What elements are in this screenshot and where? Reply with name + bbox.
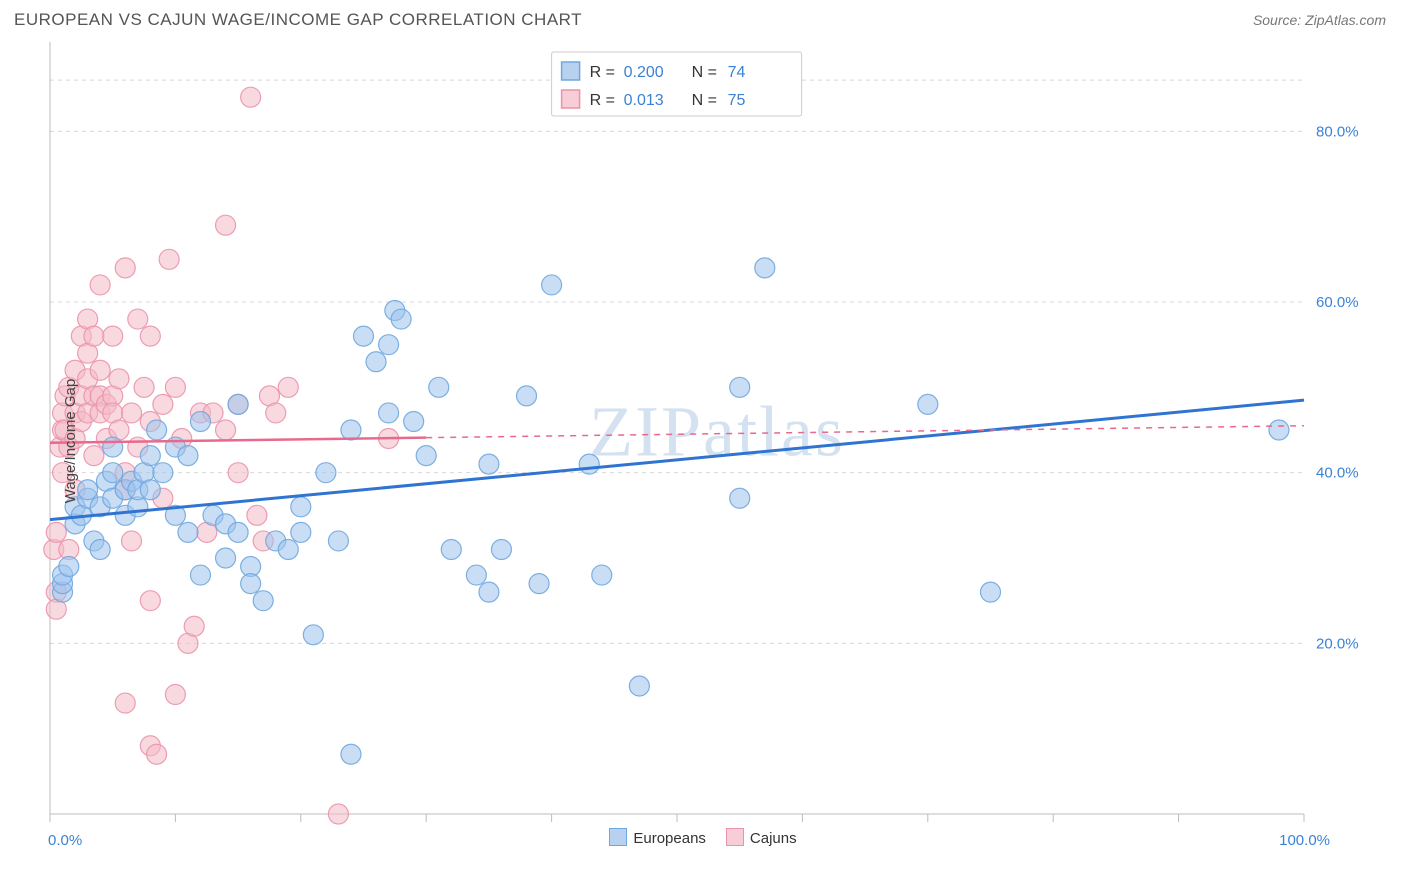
legend-label: Europeans <box>633 830 706 847</box>
chart-title: EUROPEAN VS CAJUN WAGE/INCOME GAP CORREL… <box>14 10 582 30</box>
svg-text:0.200: 0.200 <box>624 64 664 81</box>
scatter-chart: 20.0% 40.0% 60.0% 80.0% ZIPatlas R = 0.200 N = 7… <box>14 36 1392 846</box>
chart-header: EUROPEAN VS CAJUN WAGE/INCOME GAP CORREL… <box>0 0 1406 36</box>
chart-container: Wage/Income Gap 20.0% 40.0% 60.0% 80.0% ZIPa… <box>14 36 1392 846</box>
svg-text:20.0%: 20.0% <box>1316 635 1359 652</box>
chart-source: Source: ZipAtlas.com <box>1253 12 1386 28</box>
y-axis-label: Wage/Income Gap <box>62 379 79 504</box>
svg-text:60.0%: 60.0% <box>1316 294 1359 311</box>
svg-text:0.013: 0.013 <box>624 92 664 109</box>
svg-text:N =: N = <box>692 64 717 81</box>
bottom-legend: Europeans Cajuns <box>14 828 1392 847</box>
legend-item: Europeans <box>609 828 706 847</box>
legend-item: Cajuns <box>726 828 797 847</box>
svg-text:80.0%: 80.0% <box>1316 123 1359 140</box>
svg-text:ZIPatlas: ZIPatlas <box>589 392 845 472</box>
svg-text:75: 75 <box>728 92 746 109</box>
legend-swatch <box>609 828 627 846</box>
legend-swatch <box>726 828 744 846</box>
svg-text:R =: R = <box>590 92 615 109</box>
svg-text:N =: N = <box>692 92 717 109</box>
svg-text:40.0%: 40.0% <box>1316 465 1359 482</box>
svg-text:74: 74 <box>728 64 746 81</box>
svg-text:R =: R = <box>590 64 615 81</box>
legend-label: Cajuns <box>750 830 797 847</box>
